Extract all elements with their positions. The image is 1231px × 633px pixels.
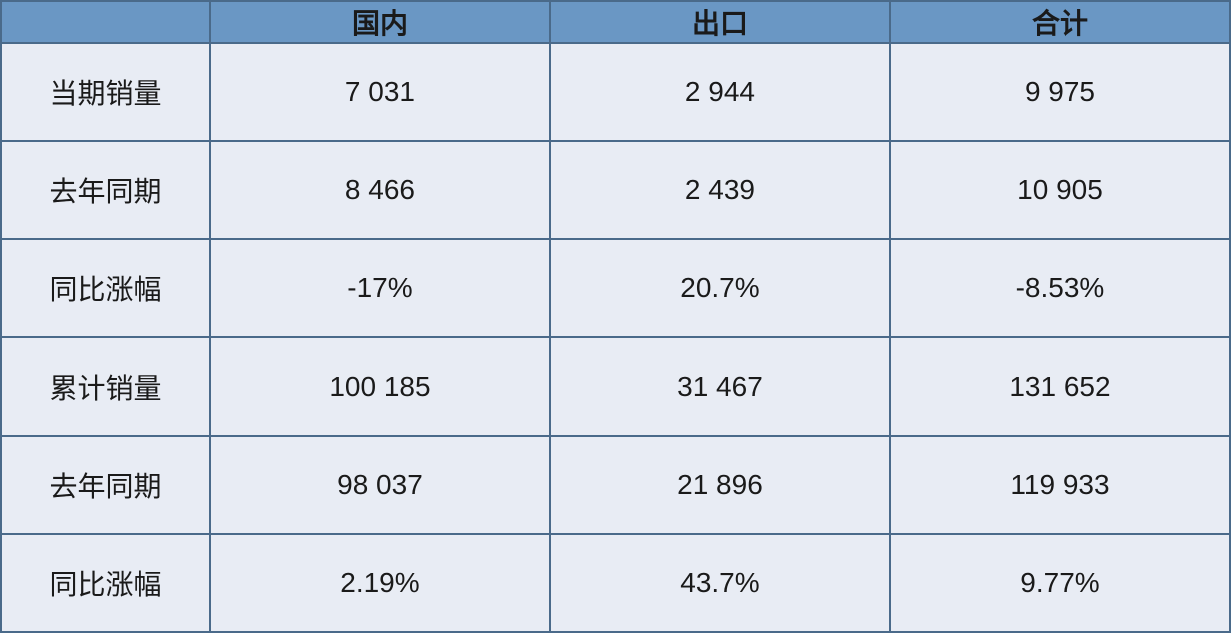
row-label: 当期销量 [1, 43, 210, 141]
cell-value: 21 896 [550, 436, 890, 534]
cell-value: 7 031 [210, 43, 550, 141]
cell-value: -8.53% [890, 239, 1230, 337]
row-label: 同比涨幅 [1, 534, 210, 632]
row-label: 去年同期 [1, 436, 210, 534]
header-blank [1, 1, 210, 43]
header-export: 出口 [550, 1, 890, 43]
cell-value: -17% [210, 239, 550, 337]
cell-value: 100 185 [210, 337, 550, 435]
cell-value: 131 652 [890, 337, 1230, 435]
sales-data-table: 国内 出口 合计 当期销量 7 031 2 944 9 975 去年同期 8 4… [0, 0, 1231, 633]
cell-value: 119 933 [890, 436, 1230, 534]
table-row: 累计销量 100 185 31 467 131 652 [1, 337, 1230, 435]
row-label: 去年同期 [1, 141, 210, 239]
cell-value: 2 944 [550, 43, 890, 141]
table-header-row: 国内 出口 合计 [1, 1, 1230, 43]
cell-value: 43.7% [550, 534, 890, 632]
cell-value: 10 905 [890, 141, 1230, 239]
table-row: 当期销量 7 031 2 944 9 975 [1, 43, 1230, 141]
cell-value: 8 466 [210, 141, 550, 239]
cell-value: 20.7% [550, 239, 890, 337]
cell-value: 31 467 [550, 337, 890, 435]
row-label: 同比涨幅 [1, 239, 210, 337]
table-row: 去年同期 98 037 21 896 119 933 [1, 436, 1230, 534]
header-total: 合计 [890, 1, 1230, 43]
cell-value: 9 975 [890, 43, 1230, 141]
cell-value: 2 439 [550, 141, 890, 239]
cell-value: 98 037 [210, 436, 550, 534]
row-label: 累计销量 [1, 337, 210, 435]
cell-value: 2.19% [210, 534, 550, 632]
table-row: 同比涨幅 -17% 20.7% -8.53% [1, 239, 1230, 337]
table-row: 同比涨幅 2.19% 43.7% 9.77% [1, 534, 1230, 632]
cell-value: 9.77% [890, 534, 1230, 632]
header-domestic: 国内 [210, 1, 550, 43]
table-row: 去年同期 8 466 2 439 10 905 [1, 141, 1230, 239]
